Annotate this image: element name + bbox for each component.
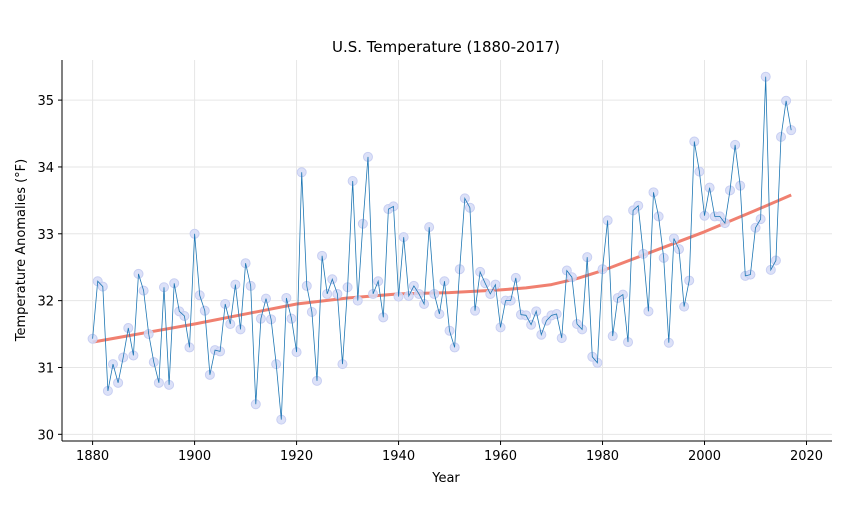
chart-title: U.S. Temperature (1880-2017) bbox=[332, 38, 560, 56]
y-tick-label: 34 bbox=[37, 161, 54, 176]
y-tick-label: 30 bbox=[37, 428, 54, 443]
x-tick-label: 1980 bbox=[586, 449, 619, 464]
x-tick-label: 1880 bbox=[76, 449, 109, 464]
y-tick-label: 33 bbox=[37, 228, 54, 243]
y-tick-label: 32 bbox=[37, 295, 54, 310]
ticks: 1880 1900 1920 1940 1960 1980 2000 2020 30 31 32 33… bbox=[37, 94, 823, 464]
axes bbox=[61, 60, 832, 442]
trend-layer bbox=[92, 193, 792, 344]
x-tick-label: 1920 bbox=[280, 449, 313, 464]
x-tick-label: 2000 bbox=[688, 449, 721, 464]
trend-line bbox=[92, 193, 792, 344]
x-tick-label: 1960 bbox=[484, 449, 517, 464]
x-axis-label: Year bbox=[431, 471, 460, 486]
y-axis-label: Temperature Anomalies (°F) bbox=[14, 159, 29, 342]
x-tick-label: 1900 bbox=[178, 449, 211, 464]
y-tick-label: 31 bbox=[37, 361, 54, 376]
x-tick-label: 1940 bbox=[382, 449, 415, 464]
y-tick-label: 35 bbox=[37, 94, 54, 109]
grid bbox=[62, 60, 832, 441]
series-layer bbox=[92, 76, 792, 420]
x-tick-label: 2020 bbox=[790, 449, 823, 464]
series-line bbox=[92, 76, 792, 420]
